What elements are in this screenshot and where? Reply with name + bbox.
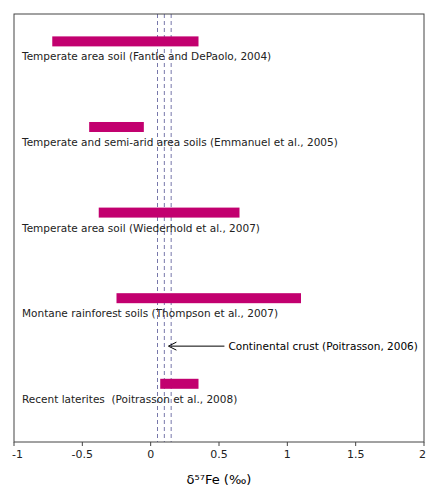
range-bar (52, 36, 198, 46)
annotation-arrow (170, 346, 224, 347)
x-tick (355, 442, 356, 446)
category-label: Temperate area soil (Wiederhold et al., … (21, 222, 260, 234)
x-tick (287, 442, 288, 446)
category-label: Recent laterites (Poitrasson et al., 200… (22, 393, 237, 405)
plot-frame (14, 14, 424, 442)
x-tick-label: 0 (147, 448, 154, 461)
annotation-arrowhead (168, 342, 176, 350)
x-tick (150, 442, 151, 446)
annotation-text: Continental crust (Poitrasson, 2006) (228, 340, 417, 352)
x-tick (82, 442, 83, 446)
range-bar (99, 208, 240, 218)
range-bar (160, 379, 198, 389)
x-tick (14, 442, 15, 446)
category-label: Montane rainforest soils (Thompson et al… (22, 307, 278, 319)
x-tick-label: 2 (419, 448, 426, 461)
category-label: Temperate area soil (Fantle and DePaolo,… (21, 50, 271, 62)
range-bar (89, 122, 144, 132)
x-axis-label: δ⁵⁷Fe (‰) (187, 472, 252, 487)
x-tick-label: -0.5 (72, 448, 93, 461)
x-tick-label: 0.5 (210, 448, 228, 461)
category-label: Temperate and semi-arid area soils (Emma… (21, 136, 338, 148)
x-tick-label: 1 (284, 448, 291, 461)
x-tick-label: -1 (12, 448, 23, 461)
x-tick-label: 1.5 (347, 448, 365, 461)
x-tick (219, 442, 220, 446)
chart: Temperate area soil (Fantle and DePaolo,… (0, 0, 438, 494)
x-tick (424, 442, 425, 446)
range-bar (117, 293, 302, 303)
